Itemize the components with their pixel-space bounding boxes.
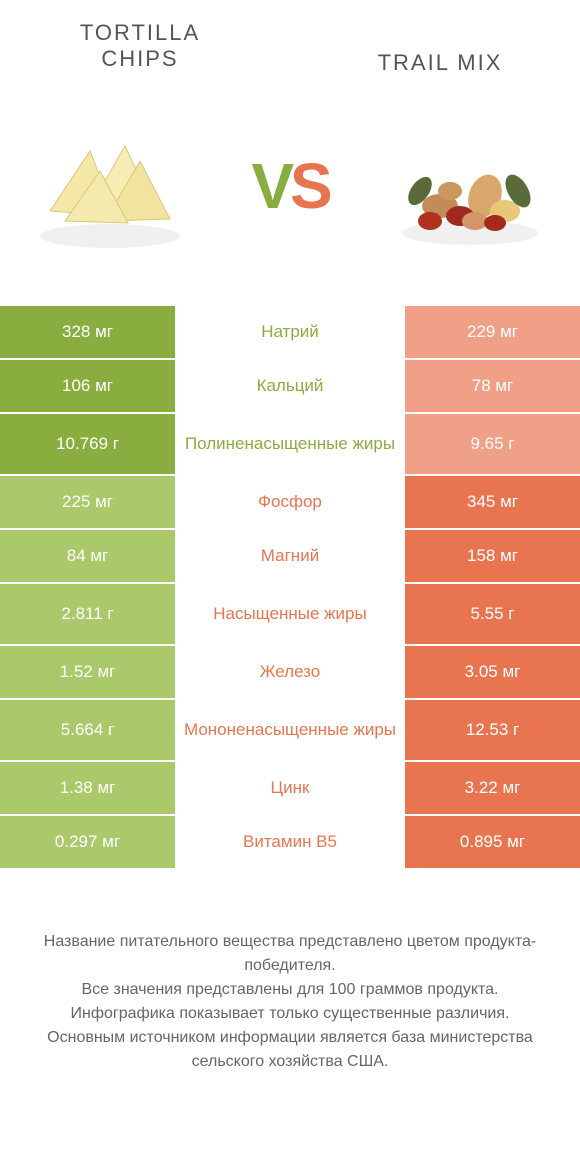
vs-label: VS <box>251 149 328 223</box>
right-value: 345 мг <box>405 476 580 528</box>
tortilla-chips-image <box>30 121 190 251</box>
left-value: 84 мг <box>0 530 175 582</box>
footer-line: Название питательного вещества представл… <box>30 930 550 978</box>
nutrient-row: 1.38 мгЦинк3.22 мг <box>0 762 580 816</box>
nutrient-row: 106 мгКальций78 мг <box>0 360 580 414</box>
nutrient-label: Магний <box>175 530 405 582</box>
left-value: 0.297 мг <box>0 816 175 868</box>
right-value: 12.53 г <box>405 700 580 760</box>
right-value: 0.895 мг <box>405 816 580 868</box>
right-value: 9.65 г <box>405 414 580 474</box>
right-value: 3.22 мг <box>405 762 580 814</box>
vs-s: S <box>290 150 329 222</box>
left-value: 10.769 г <box>0 414 175 474</box>
footer-notes: Название питательного вещества представл… <box>0 870 580 1094</box>
nutrient-row: 1.52 мгЖелезо3.05 мг <box>0 646 580 700</box>
nutrient-label: Цинк <box>175 762 405 814</box>
hero-row: VS <box>0 86 580 306</box>
left-value: 225 мг <box>0 476 175 528</box>
right-value: 158 мг <box>405 530 580 582</box>
left-value: 5.664 г <box>0 700 175 760</box>
left-value: 2.811 г <box>0 584 175 644</box>
nutrient-label: Натрий <box>175 306 405 358</box>
right-value: 229 мг <box>405 306 580 358</box>
vs-v: V <box>251 150 290 222</box>
nutrient-row: 10.769 гПолиненасыщенные жиры9.65 г <box>0 414 580 476</box>
nutrient-label: Витамин B5 <box>175 816 405 868</box>
nutrient-row: 2.811 гНасыщенные жиры5.55 г <box>0 584 580 646</box>
footer-line: Основным источником информации является … <box>30 1026 550 1074</box>
left-value: 1.38 мг <box>0 762 175 814</box>
nutrient-row: 5.664 гМононенасыщенные жиры12.53 г <box>0 700 580 762</box>
right-value: 3.05 мг <box>405 646 580 698</box>
nutrient-label: Кальций <box>175 360 405 412</box>
left-value: 106 мг <box>0 360 175 412</box>
footer-line: Инфографика показывает только существенн… <box>30 1002 550 1026</box>
header: TORTILLA CHIPS TRAIL MIX <box>0 0 580 86</box>
nutrient-table: 328 мгНатрий229 мг106 мгКальций78 мг10.7… <box>0 306 580 870</box>
right-value: 5.55 г <box>405 584 580 644</box>
trail-mix-image <box>390 121 550 251</box>
footer-line: Все значения представлены для 100 граммо… <box>30 978 550 1002</box>
nutrient-row: 225 мгФосфор345 мг <box>0 476 580 530</box>
nutrient-label: Железо <box>175 646 405 698</box>
left-value: 328 мг <box>0 306 175 358</box>
nutrient-row: 328 мгНатрий229 мг <box>0 306 580 360</box>
nutrient-label: Насыщенные жиры <box>175 584 405 644</box>
nutrient-row: 84 мгМагний158 мг <box>0 530 580 584</box>
nutrient-label: Мононенасыщенные жиры <box>175 700 405 760</box>
nutrient-row: 0.297 мгВитамин B50.895 мг <box>0 816 580 870</box>
right-product-title: TRAIL MIX <box>340 50 540 76</box>
left-product-title: TORTILLA CHIPS <box>40 20 240 76</box>
nutrient-label: Полиненасыщенные жиры <box>175 414 405 474</box>
left-value: 1.52 мг <box>0 646 175 698</box>
right-value: 78 мг <box>405 360 580 412</box>
nutrient-label: Фосфор <box>175 476 405 528</box>
